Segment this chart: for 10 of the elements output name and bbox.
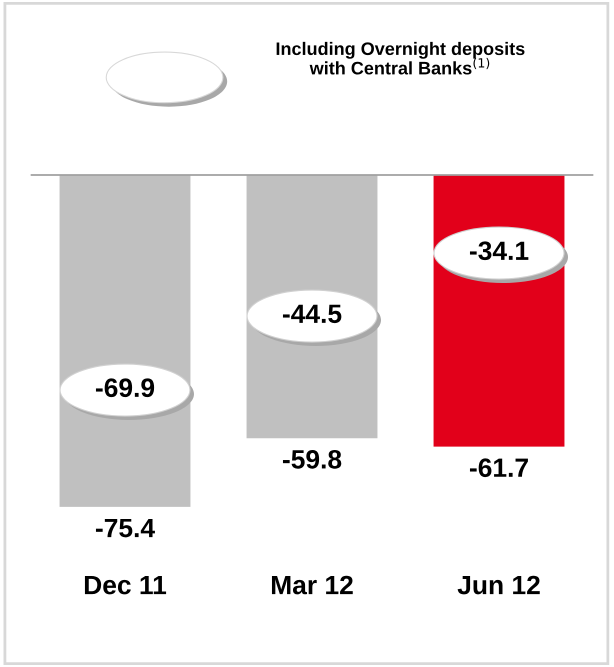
data-label: -75.4 (96, 518, 155, 538)
annotation: -34.1 (470, 241, 528, 260)
x-tick-label: Jun 12 (458, 576, 540, 594)
data-label: -59.8 (282, 450, 342, 469)
annotation: -44.5 (282, 304, 342, 324)
data-label: -61.7 (470, 458, 528, 478)
annotation: -69.9 (96, 378, 154, 398)
x-tick-label: Mar 12 (272, 576, 353, 594)
x-tick-label: Dec 11 (84, 576, 166, 594)
text: Including Overnight deposits with Central Banks$^{(1)}$ (276, 42, 524, 75)
